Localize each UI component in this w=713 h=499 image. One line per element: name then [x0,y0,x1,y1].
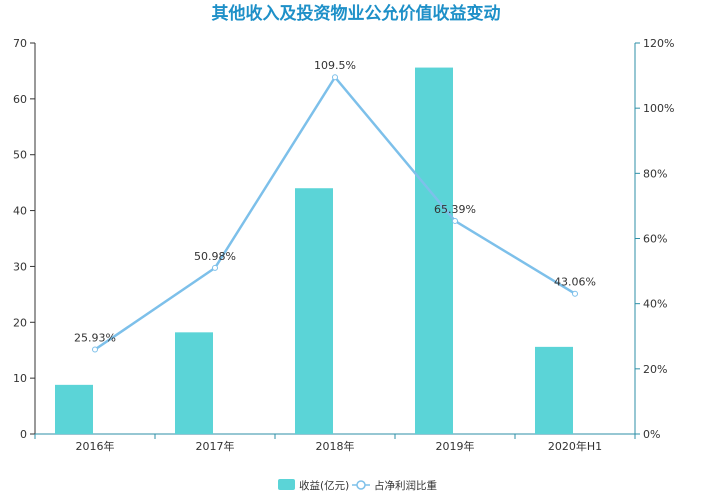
y-left-tick-label: 50 [13,149,27,162]
data-label: 50.98% [194,250,236,263]
bar [295,188,333,434]
bar-series [55,67,573,434]
y-right-tick-label: 40% [643,298,667,311]
bar [535,346,573,434]
bar [415,67,453,434]
data-label: 43.06% [554,276,596,289]
x-tick-label: 2019年 [436,439,475,453]
x-tick-label: 2017年 [196,439,235,453]
bar [55,384,93,434]
y-left-tick-label: 60 [13,93,27,106]
line-path [94,75,576,351]
y-left-tick-label: 10 [13,372,27,385]
bar [175,332,213,434]
chart-title: 其他收入及投资物业公允价值收益变动 [212,3,501,24]
y-right-tick-label: 120% [643,37,674,50]
y-left-tick-label: 0 [20,428,27,441]
y-left-tick-label: 40 [13,205,27,218]
axes: 0 10 20 30 40 50 60 70 0% 20% 40% 60% 80% 100% 120% 201… [13,37,674,453]
y-right-tick-label: 0% [643,428,660,441]
x-tick-label: 2018年 [316,439,355,453]
line-series: 25.93% 50.98% 109.5% 65.39% 43.06% [74,59,596,353]
y-right-tick-label: 80% [643,167,667,180]
y-left-tick-label: 20 [13,316,27,329]
legend[interactable]: 收益(亿元) 占净利润比重 [278,479,437,492]
legend-swatch-bar [278,479,295,490]
y-right-tick-label: 60% [643,233,667,246]
y-left-tick-label: 30 [13,260,27,273]
y-left-tick-label: 70 [13,37,27,50]
line-point [212,264,218,271]
x-tick-label: 2016年 [76,439,115,453]
data-label: 109.5% [314,59,356,72]
data-label: 65.39% [434,203,476,216]
y-right-tick-label: 20% [643,363,667,376]
legend-swatch-point [356,480,366,490]
line-point [332,74,338,81]
line-point [452,217,458,224]
y-right-tick-label: 100% [643,102,674,115]
line-point [92,346,98,353]
line-point [572,290,578,297]
x-tick-label: 2020年H1 [548,439,602,453]
data-label: 25.93% [74,332,116,345]
legend-label-bar: 收益(亿元) [299,479,349,492]
legend-label-line: 占净利润比重 [374,479,437,492]
